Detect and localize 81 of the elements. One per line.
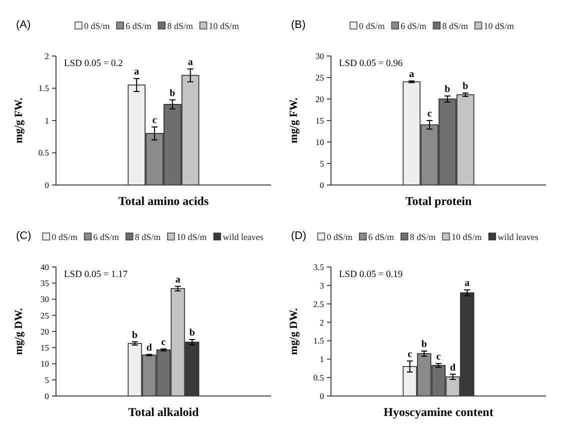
y-tick-label: 0.5 bbox=[38, 148, 49, 158]
text: (A) bbox=[16, 19, 31, 31]
data-label: c bbox=[408, 348, 413, 360]
legend-label: 0 dS/m bbox=[326, 232, 352, 242]
y-tick-label: 0 bbox=[320, 180, 324, 190]
annotation: LSD 0.05 = 1.17 bbox=[64, 270, 128, 280]
legend-label: 10 dS/m bbox=[208, 21, 240, 31]
y-tick-label: 10 bbox=[316, 136, 324, 147]
y-tick-label: 0 bbox=[320, 390, 324, 401]
x-tick-label: Total alkaloid bbox=[128, 405, 200, 419]
legend-label: 0 dS/m bbox=[84, 21, 110, 31]
y-tick-label: 3.5 bbox=[313, 262, 324, 272]
data-label: b bbox=[444, 84, 451, 95]
y-tick-label: 0.5 bbox=[313, 372, 324, 383]
data-label: c bbox=[436, 352, 442, 363]
y-tick-label: 3 bbox=[320, 280, 324, 290]
legend-label: 8 dS/m bbox=[442, 21, 468, 31]
y-tick-label: 30 bbox=[40, 294, 49, 304]
legend-label: 10 dS/m bbox=[176, 232, 207, 242]
text: (B) bbox=[291, 19, 306, 31]
y-tick-label: 35 bbox=[40, 278, 49, 288]
data-label: c bbox=[161, 336, 166, 348]
legend-label: 10 dS/m bbox=[452, 232, 482, 242]
data-label: c bbox=[427, 108, 432, 120]
annotation: LSD 0.05 = 0.96 bbox=[339, 59, 403, 69]
y-tick-label: 1 bbox=[44, 115, 49, 126]
legend-label: 8 dS/m bbox=[134, 232, 161, 242]
data-label: b bbox=[132, 330, 138, 341]
text: (C) bbox=[16, 230, 32, 242]
y-axis-title: mg/g DW. bbox=[288, 308, 300, 355]
x-tick-label: Total protein bbox=[405, 194, 472, 208]
data-label: a bbox=[175, 274, 180, 286]
y-tick-label: 25 bbox=[40, 310, 49, 320]
legend-label: 8 dS/m bbox=[167, 21, 193, 31]
text: (D) bbox=[291, 230, 306, 242]
y-tick-label: 5 bbox=[44, 374, 49, 385]
y-tick-label: 20 bbox=[40, 326, 49, 336]
y-tick-label: 1.5 bbox=[313, 336, 324, 346]
legend-label: 6 dS/m bbox=[400, 21, 426, 31]
data-label: a bbox=[409, 68, 414, 80]
legend-label: 6 dS/m bbox=[368, 232, 394, 242]
y-tick-label: 5 bbox=[320, 158, 324, 168]
y-tick-label: 1 bbox=[320, 354, 324, 364]
text: LSD 0.05 = 0.2 bbox=[64, 59, 124, 69]
data-label: b bbox=[462, 80, 469, 92]
x-tick-label: Hyoscyamine content bbox=[384, 405, 494, 419]
data-label: d bbox=[146, 342, 152, 354]
y-tick-label: 0 bbox=[44, 180, 49, 190]
data-label: a bbox=[464, 278, 470, 289]
annotation: LSD 0.05 = 0.19 bbox=[339, 270, 403, 280]
y-axis-title: mg/g FW. bbox=[13, 98, 25, 144]
data-label: d bbox=[450, 362, 456, 374]
y-tick-label: 2 bbox=[44, 50, 49, 61]
data-label: b bbox=[189, 328, 196, 339]
legend-label: 6 dS/m bbox=[93, 232, 120, 242]
legend-label: 10 dS/m bbox=[484, 21, 514, 31]
data-label: b bbox=[170, 88, 176, 99]
y-tick-label: 25 bbox=[316, 72, 324, 82]
y-tick-label: 20 bbox=[316, 94, 324, 104]
y-tick-label: 15 bbox=[316, 115, 324, 126]
y-tick-label: 15 bbox=[40, 342, 49, 353]
y-tick-label: 40 bbox=[40, 262, 49, 272]
y-tick-label: 0 bbox=[44, 390, 49, 401]
data-label: c bbox=[152, 114, 158, 126]
y-tick-label: 30 bbox=[316, 50, 324, 61]
y-tick-label: 2.5 bbox=[313, 298, 324, 309]
y-axis-title: mg/g DW. bbox=[13, 308, 25, 355]
y-tick-label: 2 bbox=[320, 317, 324, 328]
data-label: a bbox=[188, 56, 193, 68]
legend-label: wild leaves bbox=[222, 232, 264, 242]
legend-label: wild leaves bbox=[498, 232, 539, 242]
y-tick-label: 10 bbox=[40, 358, 49, 369]
legend-label: 0 dS/m bbox=[359, 21, 385, 31]
legend-label: 6 dS/m bbox=[126, 21, 152, 31]
x-tick-label: Total amino acids bbox=[118, 194, 209, 208]
legend-label: 8 dS/m bbox=[410, 232, 436, 242]
y-axis-title: mg/g FW. bbox=[288, 98, 300, 144]
data-label: b bbox=[421, 339, 428, 350]
y-tick-label: 1.5 bbox=[38, 83, 49, 94]
data-label: a bbox=[134, 66, 140, 78]
legend-label: 0 dS/m bbox=[52, 232, 78, 242]
